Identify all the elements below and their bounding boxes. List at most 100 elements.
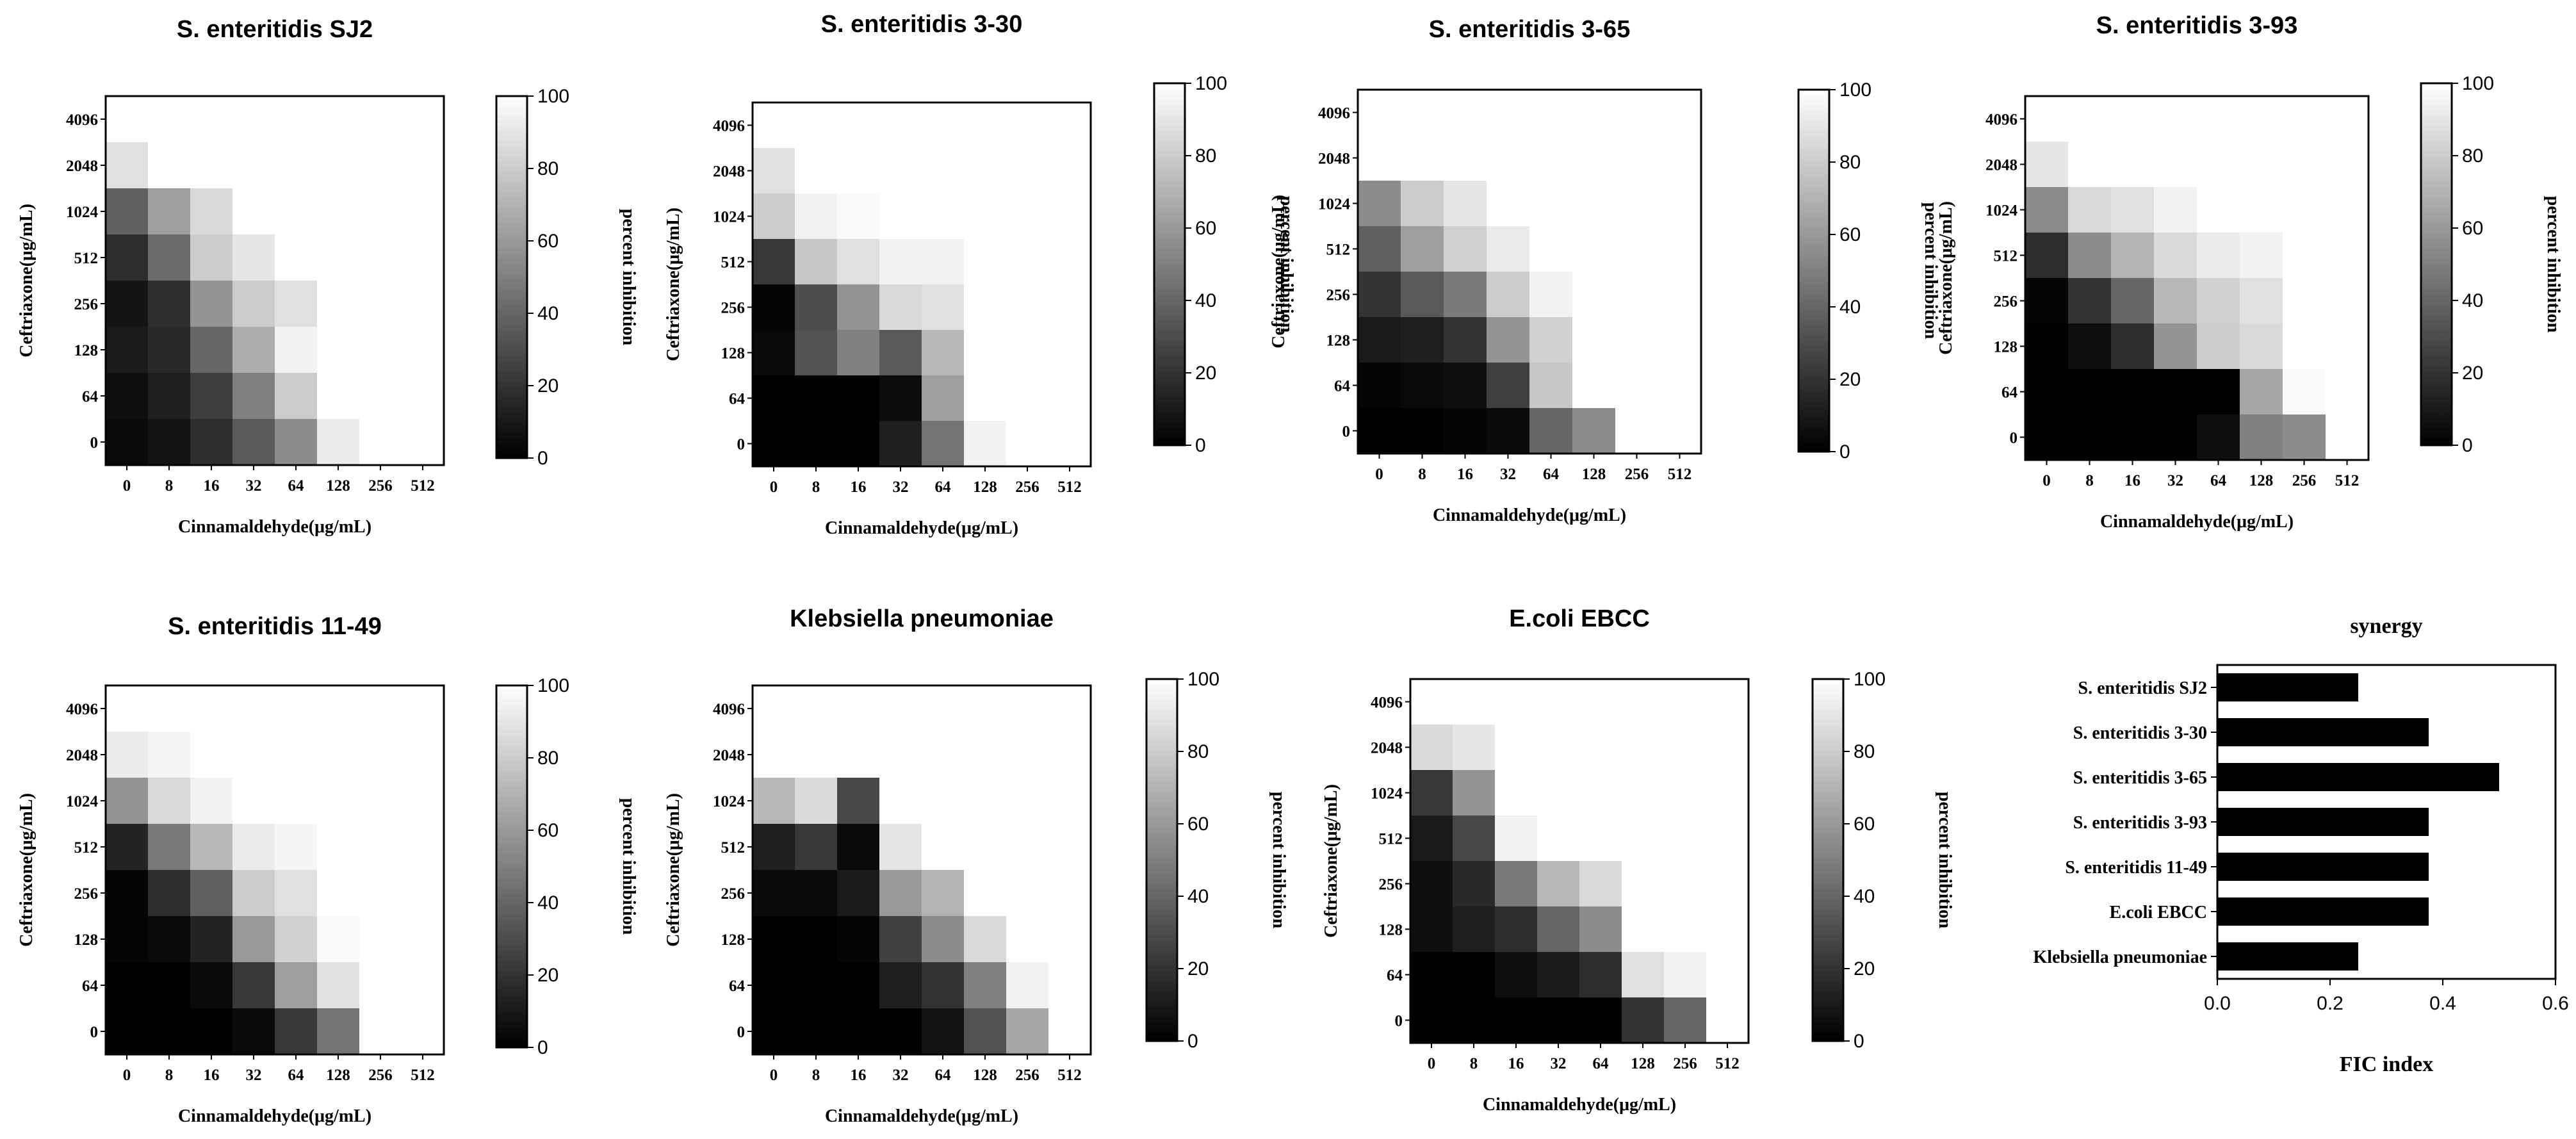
heatmap-cell	[2240, 142, 2283, 188]
colorbar	[1145, 678, 1178, 1042]
heatmap-cell	[1664, 997, 1707, 1044]
heatmap-cell	[1537, 770, 1580, 816]
heatmap-cell	[879, 148, 922, 194]
bar	[2217, 673, 2358, 701]
y-tick-label: 4096	[66, 111, 98, 129]
heatmap-cell	[317, 419, 360, 466]
x-tick-label: 128	[1631, 1055, 1655, 1072]
x-tick-label: 32	[1551, 1055, 1567, 1072]
heatmap-cell	[1495, 952, 1538, 998]
chart-title: E.coli EBCC	[1509, 605, 1650, 632]
heatmap-cell	[964, 375, 1007, 422]
heatmap-cell	[964, 824, 1007, 871]
heatmap-cell	[922, 193, 965, 240]
heatmap-cell	[2068, 324, 2112, 370]
heatmap-cell	[964, 102, 1007, 149]
x-tick-label: 64	[2210, 472, 2227, 489]
heatmap-cell	[1572, 90, 1616, 136]
heatmap-cell	[1401, 317, 1444, 363]
heatmap-cell	[879, 685, 922, 732]
heatmap-cell	[1615, 408, 1659, 454]
heatmap-cell	[879, 421, 922, 467]
heatmap-cell	[1410, 952, 1453, 998]
heatmap-cell	[2283, 414, 2326, 461]
x-tick-label: 128	[1582, 466, 1606, 483]
heatmap-1: S. enteritidis SJ2 4096 2048 1024 512 256 128 6…	[17, 16, 639, 537]
x-tick-label: 8	[1418, 466, 1426, 483]
heatmap-cell	[1495, 906, 1538, 953]
y-tick-label: 256	[1994, 293, 2018, 311]
heatmap-cell	[1048, 193, 1091, 240]
heatmap-cell	[922, 284, 965, 331]
heatmap-cell	[1453, 997, 1496, 1044]
colorbar-tick-label: 20	[537, 375, 558, 397]
heatmap-cell	[795, 685, 838, 732]
heatmap-cell	[317, 732, 360, 778]
heatmap-cell	[1048, 330, 1091, 376]
bar	[2217, 718, 2429, 746]
heatmap-cell	[1048, 148, 1091, 194]
heatmap-cell	[753, 421, 795, 467]
heatmap-cell	[106, 870, 149, 917]
y-axis-label: Ceftriaxone(μg/mL)	[664, 793, 683, 947]
heatmap-cell	[1006, 870, 1049, 917]
heatmap-6: Klebsiella pneumoniae 4096 2048 1024 512 256 1…	[664, 605, 1289, 1126]
colorbar-tick-label: 80	[1187, 741, 1209, 762]
y-tick-label: 1024	[713, 793, 746, 810]
heatmap-cell	[148, 96, 191, 143]
x-tick-label: 256	[1015, 1067, 1039, 1084]
x-tick-label: 8	[2085, 472, 2094, 489]
heatmap-cell	[359, 142, 402, 189]
heatmap-cell	[1410, 725, 1453, 771]
synergy-bar-chart: synergy S. enteritidis SJ2 S. enteritidis …	[2034, 614, 2569, 1076]
heatmap-cell	[922, 421, 965, 467]
colorbar	[2420, 82, 2453, 447]
heatmap-cell	[275, 685, 318, 732]
heatmap-cell	[1048, 375, 1091, 422]
heatmap-cell	[1622, 997, 1665, 1044]
heatmap-cell	[2154, 233, 2197, 279]
y-tick-label: 2048	[66, 747, 98, 764]
bar	[2217, 763, 2499, 791]
x-tick-label: 32	[1500, 466, 1516, 483]
x-axis-label: Cinnamaldehyde(μg/mL)	[825, 518, 1018, 538]
heatmap-cell	[795, 193, 838, 240]
heatmap-cell	[2025, 233, 2069, 279]
heatmap-cell	[1401, 408, 1444, 454]
heatmap-cell	[2068, 278, 2112, 324]
heatmap-cell	[879, 1008, 922, 1055]
y-tick-label: 512	[721, 839, 746, 856]
y-tick-label: 64	[1387, 967, 1403, 985]
bar	[2217, 808, 2429, 836]
heatmap-cell	[1358, 363, 1401, 409]
heatmap-cell	[964, 239, 1007, 285]
heatmap-cell	[1410, 997, 1453, 1044]
heatmap-cell	[359, 96, 402, 143]
colorbar	[1811, 678, 1845, 1042]
heatmap-cell	[1658, 90, 1702, 136]
x-tick-label: 8	[165, 477, 174, 495]
heatmap-cell	[795, 732, 838, 778]
y-tick-label: 128	[721, 931, 746, 949]
heatmap-cell	[1572, 226, 1616, 272]
chart-title: S. enteritidis 3-93	[2096, 12, 2298, 39]
heatmap-cell	[402, 419, 444, 466]
heatmap-cell	[2111, 187, 2155, 233]
y-axis-label: Ceftriaxone(μg/mL)	[17, 793, 37, 947]
heatmap-cell	[2068, 369, 2112, 415]
heatmap-cell	[275, 778, 318, 824]
heatmap-cell	[922, 962, 965, 1009]
colorbar-tick-label: 20	[2462, 363, 2483, 384]
x-tick-label: 64	[288, 1067, 305, 1084]
heatmap-cell	[190, 870, 233, 917]
bar-category-label: S. enteritidis SJ2	[2078, 678, 2207, 698]
heatmap-cell	[1622, 679, 1665, 725]
heatmap-cell	[2326, 278, 2369, 324]
x-tick-label: 64	[288, 477, 305, 495]
heatmap-cell	[1658, 226, 1702, 272]
heatmap-cell	[2154, 278, 2197, 324]
heatmap-cell	[232, 419, 275, 466]
heatmap-cell	[1537, 997, 1580, 1044]
heatmap-cell	[2025, 278, 2069, 324]
heatmap-cell	[1664, 725, 1707, 771]
